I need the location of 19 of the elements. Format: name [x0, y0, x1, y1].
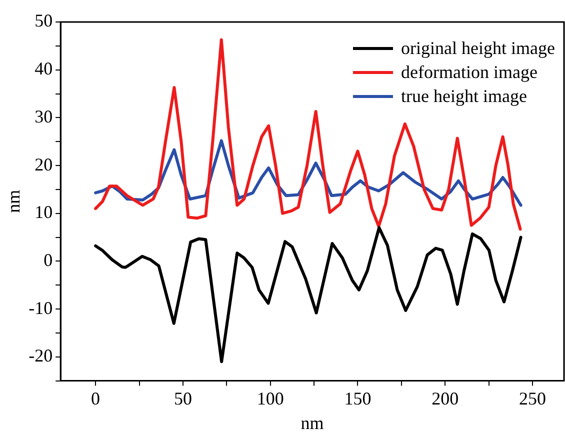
x-tick-label: 250 — [519, 388, 546, 408]
y-tick-label: 10 — [34, 202, 53, 222]
y-tick-label: -20 — [28, 346, 53, 366]
x-tick-label: 200 — [432, 388, 459, 408]
y-tick-label: -10 — [28, 298, 53, 318]
y-tick-label: 0 — [44, 250, 53, 270]
x-tick-label: 50 — [174, 388, 192, 408]
x-tick-label: 150 — [344, 388, 372, 408]
x-tick-label: 0 — [91, 388, 100, 408]
x-tick-label: 100 — [256, 388, 284, 408]
y-tick-label: 40 — [34, 58, 53, 79]
y-tick-label: 50 — [34, 10, 53, 31]
legend-label: true height image — [401, 85, 527, 108]
y-axis-title: nm — [4, 190, 24, 213]
y-tick-label: 30 — [34, 106, 53, 126]
legend-label: deformation image — [401, 61, 538, 84]
legend-label: original height image — [401, 37, 555, 60]
x-axis-title: nm — [300, 412, 324, 433]
y-tick-label: 20 — [34, 154, 53, 174]
